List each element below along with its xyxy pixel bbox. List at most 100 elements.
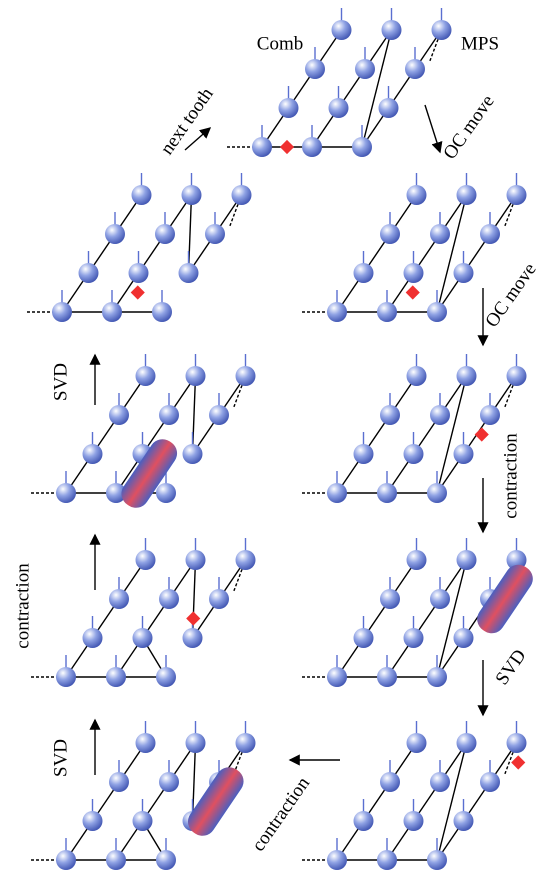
orthogonality-center bbox=[186, 611, 201, 626]
tensor-node bbox=[327, 850, 347, 870]
tensor-node bbox=[380, 772, 400, 792]
tensor-node bbox=[506, 366, 527, 386]
tensor-node bbox=[135, 366, 156, 386]
tensor-node bbox=[506, 733, 527, 753]
tensor-node bbox=[328, 98, 349, 118]
tensor-node bbox=[406, 185, 427, 205]
bond bbox=[436, 194, 468, 313]
tensor-node bbox=[56, 667, 76, 687]
tensor-node bbox=[109, 772, 129, 792]
tensor-node bbox=[209, 405, 229, 425]
tensor-node bbox=[377, 302, 397, 322]
tensor-node bbox=[109, 589, 129, 609]
tensor-node bbox=[82, 811, 103, 831]
tensor-node bbox=[480, 224, 500, 244]
tensor-node bbox=[380, 589, 400, 609]
network-panel bbox=[302, 721, 527, 870]
tensor-node bbox=[185, 550, 206, 570]
tensor-node bbox=[131, 185, 152, 205]
tensor-node bbox=[56, 850, 76, 870]
tensor-node bbox=[178, 263, 199, 283]
tensor-node bbox=[403, 263, 424, 283]
tensor-node bbox=[377, 667, 397, 687]
tensor-node bbox=[109, 405, 129, 425]
tensor-node bbox=[403, 628, 424, 648]
tensor-node bbox=[106, 850, 126, 870]
tensor-node bbox=[403, 811, 424, 831]
step-label: contraction bbox=[248, 773, 315, 855]
tensor-node bbox=[506, 185, 527, 205]
tensor-node bbox=[155, 224, 175, 244]
tensor-node bbox=[152, 302, 172, 322]
tensor-node bbox=[185, 733, 206, 753]
tensor-node bbox=[331, 20, 352, 40]
network-panel bbox=[31, 354, 256, 508]
mps-label: MPS bbox=[461, 33, 499, 54]
tensor-node bbox=[205, 224, 225, 244]
tensor-node bbox=[182, 444, 203, 464]
tensor-node bbox=[352, 137, 372, 157]
network-panel bbox=[27, 173, 252, 322]
tensor-node bbox=[305, 59, 325, 79]
tensor-node bbox=[406, 550, 427, 570]
bond bbox=[361, 29, 393, 148]
network-panel bbox=[227, 8, 452, 157]
tensor-node bbox=[156, 667, 176, 687]
tensor-node bbox=[82, 444, 103, 464]
tensor-node bbox=[378, 98, 399, 118]
step-label: contraction bbox=[12, 563, 33, 649]
tensor-node bbox=[209, 589, 229, 609]
orthogonality-center bbox=[279, 139, 295, 155]
tensor-node bbox=[231, 185, 252, 205]
tensor-node bbox=[377, 850, 397, 870]
tensor-node bbox=[302, 137, 322, 157]
tensor-node bbox=[430, 224, 450, 244]
step-label: SVD bbox=[50, 739, 71, 777]
tensor-node bbox=[106, 667, 126, 687]
arrows bbox=[89, 104, 489, 775]
tensor-node bbox=[56, 483, 76, 503]
tensor-node bbox=[159, 772, 179, 792]
orthogonality-center bbox=[130, 285, 145, 300]
orthogonality-center bbox=[474, 427, 489, 442]
step-label: SVD bbox=[492, 646, 531, 689]
tensor-node bbox=[185, 366, 206, 386]
tensor-node bbox=[182, 628, 203, 648]
tensor-node bbox=[278, 98, 299, 118]
network-panel bbox=[302, 538, 533, 687]
tensor-node bbox=[456, 366, 477, 386]
tensor-node bbox=[132, 811, 153, 831]
step-label: OC move bbox=[481, 259, 540, 331]
tensor-node bbox=[456, 550, 477, 570]
tensor-node bbox=[353, 628, 374, 648]
network-panel bbox=[302, 354, 527, 503]
tensor-node bbox=[406, 733, 427, 753]
tensor-node bbox=[128, 263, 149, 283]
tensor-node bbox=[456, 185, 477, 205]
tensor-node bbox=[135, 550, 156, 570]
comb-label: Comb bbox=[257, 33, 303, 54]
step-label: OC move bbox=[439, 91, 498, 163]
network-panel bbox=[31, 721, 256, 870]
tensor-node bbox=[353, 444, 374, 464]
tensor-node bbox=[456, 733, 477, 753]
tensor-node bbox=[406, 366, 427, 386]
merged-tensor bbox=[187, 767, 244, 836]
tensor-node bbox=[506, 550, 527, 570]
tensor-node bbox=[377, 483, 397, 503]
tensor-node bbox=[480, 405, 500, 425]
tensor-node bbox=[235, 366, 256, 386]
tensor-node bbox=[327, 483, 347, 503]
tensor-node bbox=[453, 811, 474, 831]
tensor-node bbox=[427, 483, 447, 503]
tensor-node bbox=[480, 772, 500, 792]
orthogonality-center bbox=[511, 755, 526, 770]
tensor-node bbox=[156, 850, 176, 870]
tensor-node bbox=[380, 405, 400, 425]
tensor-node bbox=[102, 302, 122, 322]
tensor-node bbox=[380, 224, 400, 244]
orthogonality-center bbox=[405, 285, 420, 300]
tensor-node bbox=[405, 59, 425, 79]
tensor-node bbox=[106, 483, 126, 503]
arrow bbox=[184, 127, 212, 151]
